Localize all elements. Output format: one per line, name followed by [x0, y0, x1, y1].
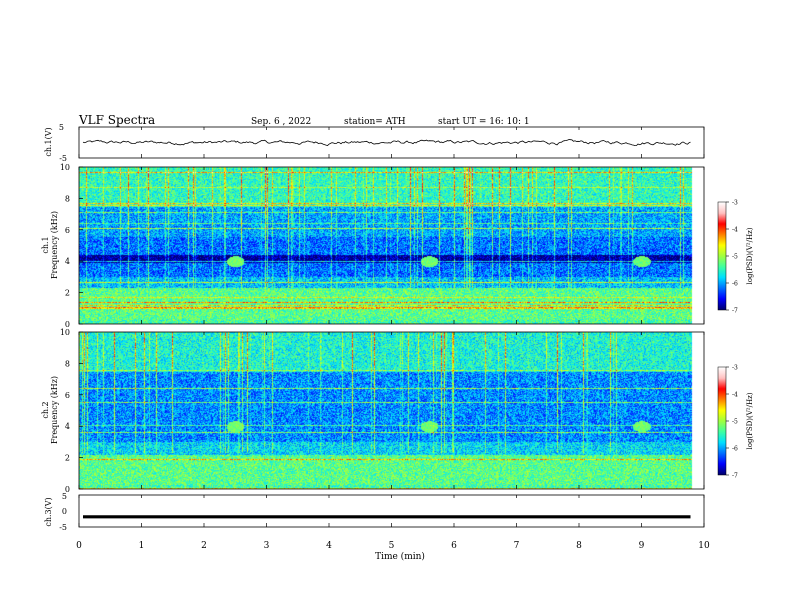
time-axis-label: Time (min) [375, 551, 425, 562]
date-label: Sep. 6 , 2022 [251, 117, 311, 127]
ch2-colorbar-label: log(PSD)(V²/Hz) [746, 392, 754, 449]
ch2-colorbar-ticks: -3 -4 -5 -6 -7 [726, 365, 738, 480]
ch1-spectrogram-ytick-tick-label: 6 [65, 226, 70, 235]
ch1-spectrogram-yticks: 0 2 4 6 8 10 [60, 163, 83, 329]
ch1-voltage-ytick-bottom: -5 [59, 154, 67, 163]
time-axis-tick-label: 10 [698, 541, 710, 551]
ch1-spectrogram-ytick-tick-label: 2 [65, 289, 70, 298]
time-axis-tick-label: 9 [639, 541, 645, 551]
time-axis-tick-label: 0 [76, 541, 82, 551]
ch2-spectrogram-ytick-tick-label: 8 [65, 359, 70, 368]
ch2-spectrogram-ytick-tick-label: 10 [60, 328, 70, 337]
ch1-colorbar-tick-label: -6 [732, 281, 738, 288]
ch2-colorbar-tick-label: -6 [732, 446, 738, 453]
ch1-spectrogram-ytick-tick-label: 4 [65, 257, 70, 266]
ch2-colorbar-image [718, 367, 726, 475]
time-axis-tick-label: 2 [201, 541, 207, 551]
ch1-voltage-trace [82, 139, 691, 147]
ch2-spectrogram-ytick-tick-label: 0 [65, 485, 70, 494]
ch1-spectrogram-channel-label: ch.1 [41, 236, 50, 253]
time-axis-tick-label: 5 [389, 541, 395, 551]
time-axis-tick-label: 6 [451, 541, 457, 551]
ch3-voltage-frame [78, 494, 705, 528]
ch2-colorbar-tick-label: -7 [732, 473, 738, 480]
ch1-spectrogram-ytick-tick-label: 8 [65, 194, 70, 203]
time-axis-tick-label: 1 [139, 541, 145, 551]
ch1-colorbar-tick-label: -5 [732, 254, 738, 261]
time-axis: 0 1 2 3 4 5 6 7 8 9 10 [76, 127, 710, 551]
ch1-voltage-ytick-top: 5 [59, 123, 64, 132]
ch1-voltage-ylabel: ch.1(V) [44, 127, 53, 156]
ch1-spectrogram-ytick-tick-label: 10 [60, 163, 70, 172]
ch1-colorbar-image [718, 202, 726, 310]
ch2-colorbar-tick-label: -3 [732, 365, 738, 372]
time-axis-tick-label: 8 [576, 541, 582, 551]
ch2-spectrogram-ytick-tick-label: 2 [65, 454, 70, 463]
ch2-spectrogram-yticks: 0 2 4 6 8 10 [60, 328, 83, 494]
ch3-voltage-panel: 5 0 -5 ch.3(V) [44, 492, 705, 532]
ch1-colorbar-tick-label: -3 [732, 200, 738, 207]
ch1-colorbar-ticks: -3 -4 -5 -6 -7 [726, 200, 738, 315]
ch3-voltage-ytick-mid: 0 [62, 507, 67, 516]
ch2-colorbar-tick-label: -5 [732, 419, 738, 426]
ch1-spectrogram-ylabel: Frequency (kHz) [50, 211, 59, 279]
ch2-spectrogram-channel-label: ch.2 [41, 401, 50, 418]
chart-title: VLF Spectra [78, 113, 155, 127]
ch1-spectrogram-ytick-tick-label: 0 [65, 320, 70, 329]
ch1-colorbar-tick-label: -7 [732, 308, 738, 315]
ch2-spectrogram-ytick-tick-label: 4 [65, 422, 70, 431]
ch3-voltage-ytick-top: 5 [62, 492, 67, 501]
ch1-colorbar-tick-label: -4 [732, 227, 738, 234]
time-axis-tick-label: 4 [326, 541, 332, 551]
ch3-voltage-ylabel: ch.3(V) [44, 497, 53, 526]
ch2-spectrogram-ytick-tick-label: 6 [65, 391, 70, 400]
ch1-colorbar-label: log(PSD)(V²/Hz) [746, 227, 754, 284]
ch1-spectrogram-image [79, 167, 704, 324]
ch1-voltage-panel: 5 -5 ch.1(V) [44, 123, 705, 163]
ch2-spectrogram-ylabel: Frequency (kHz) [50, 376, 59, 444]
ch2-colorbar-tick-label: -4 [732, 392, 738, 399]
time-axis-tick-label: 3 [264, 541, 270, 551]
ch3-voltage-ytick-bottom: -5 [59, 523, 67, 532]
start-time-label: start UT = 16: 10: 1 [438, 117, 530, 127]
time-axis-tick-label: 7 [514, 541, 520, 551]
ch2-spectrogram-image [79, 332, 704, 489]
station-label: station= ATH [344, 117, 406, 127]
